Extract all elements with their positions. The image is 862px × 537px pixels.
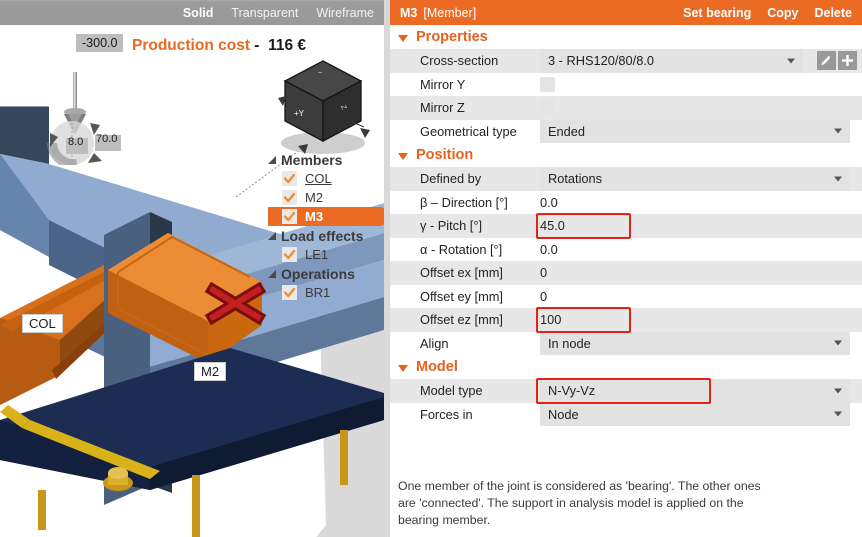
svg-text:~: ~ [318, 70, 322, 77]
svg-text:+Y: +Y [294, 109, 305, 118]
